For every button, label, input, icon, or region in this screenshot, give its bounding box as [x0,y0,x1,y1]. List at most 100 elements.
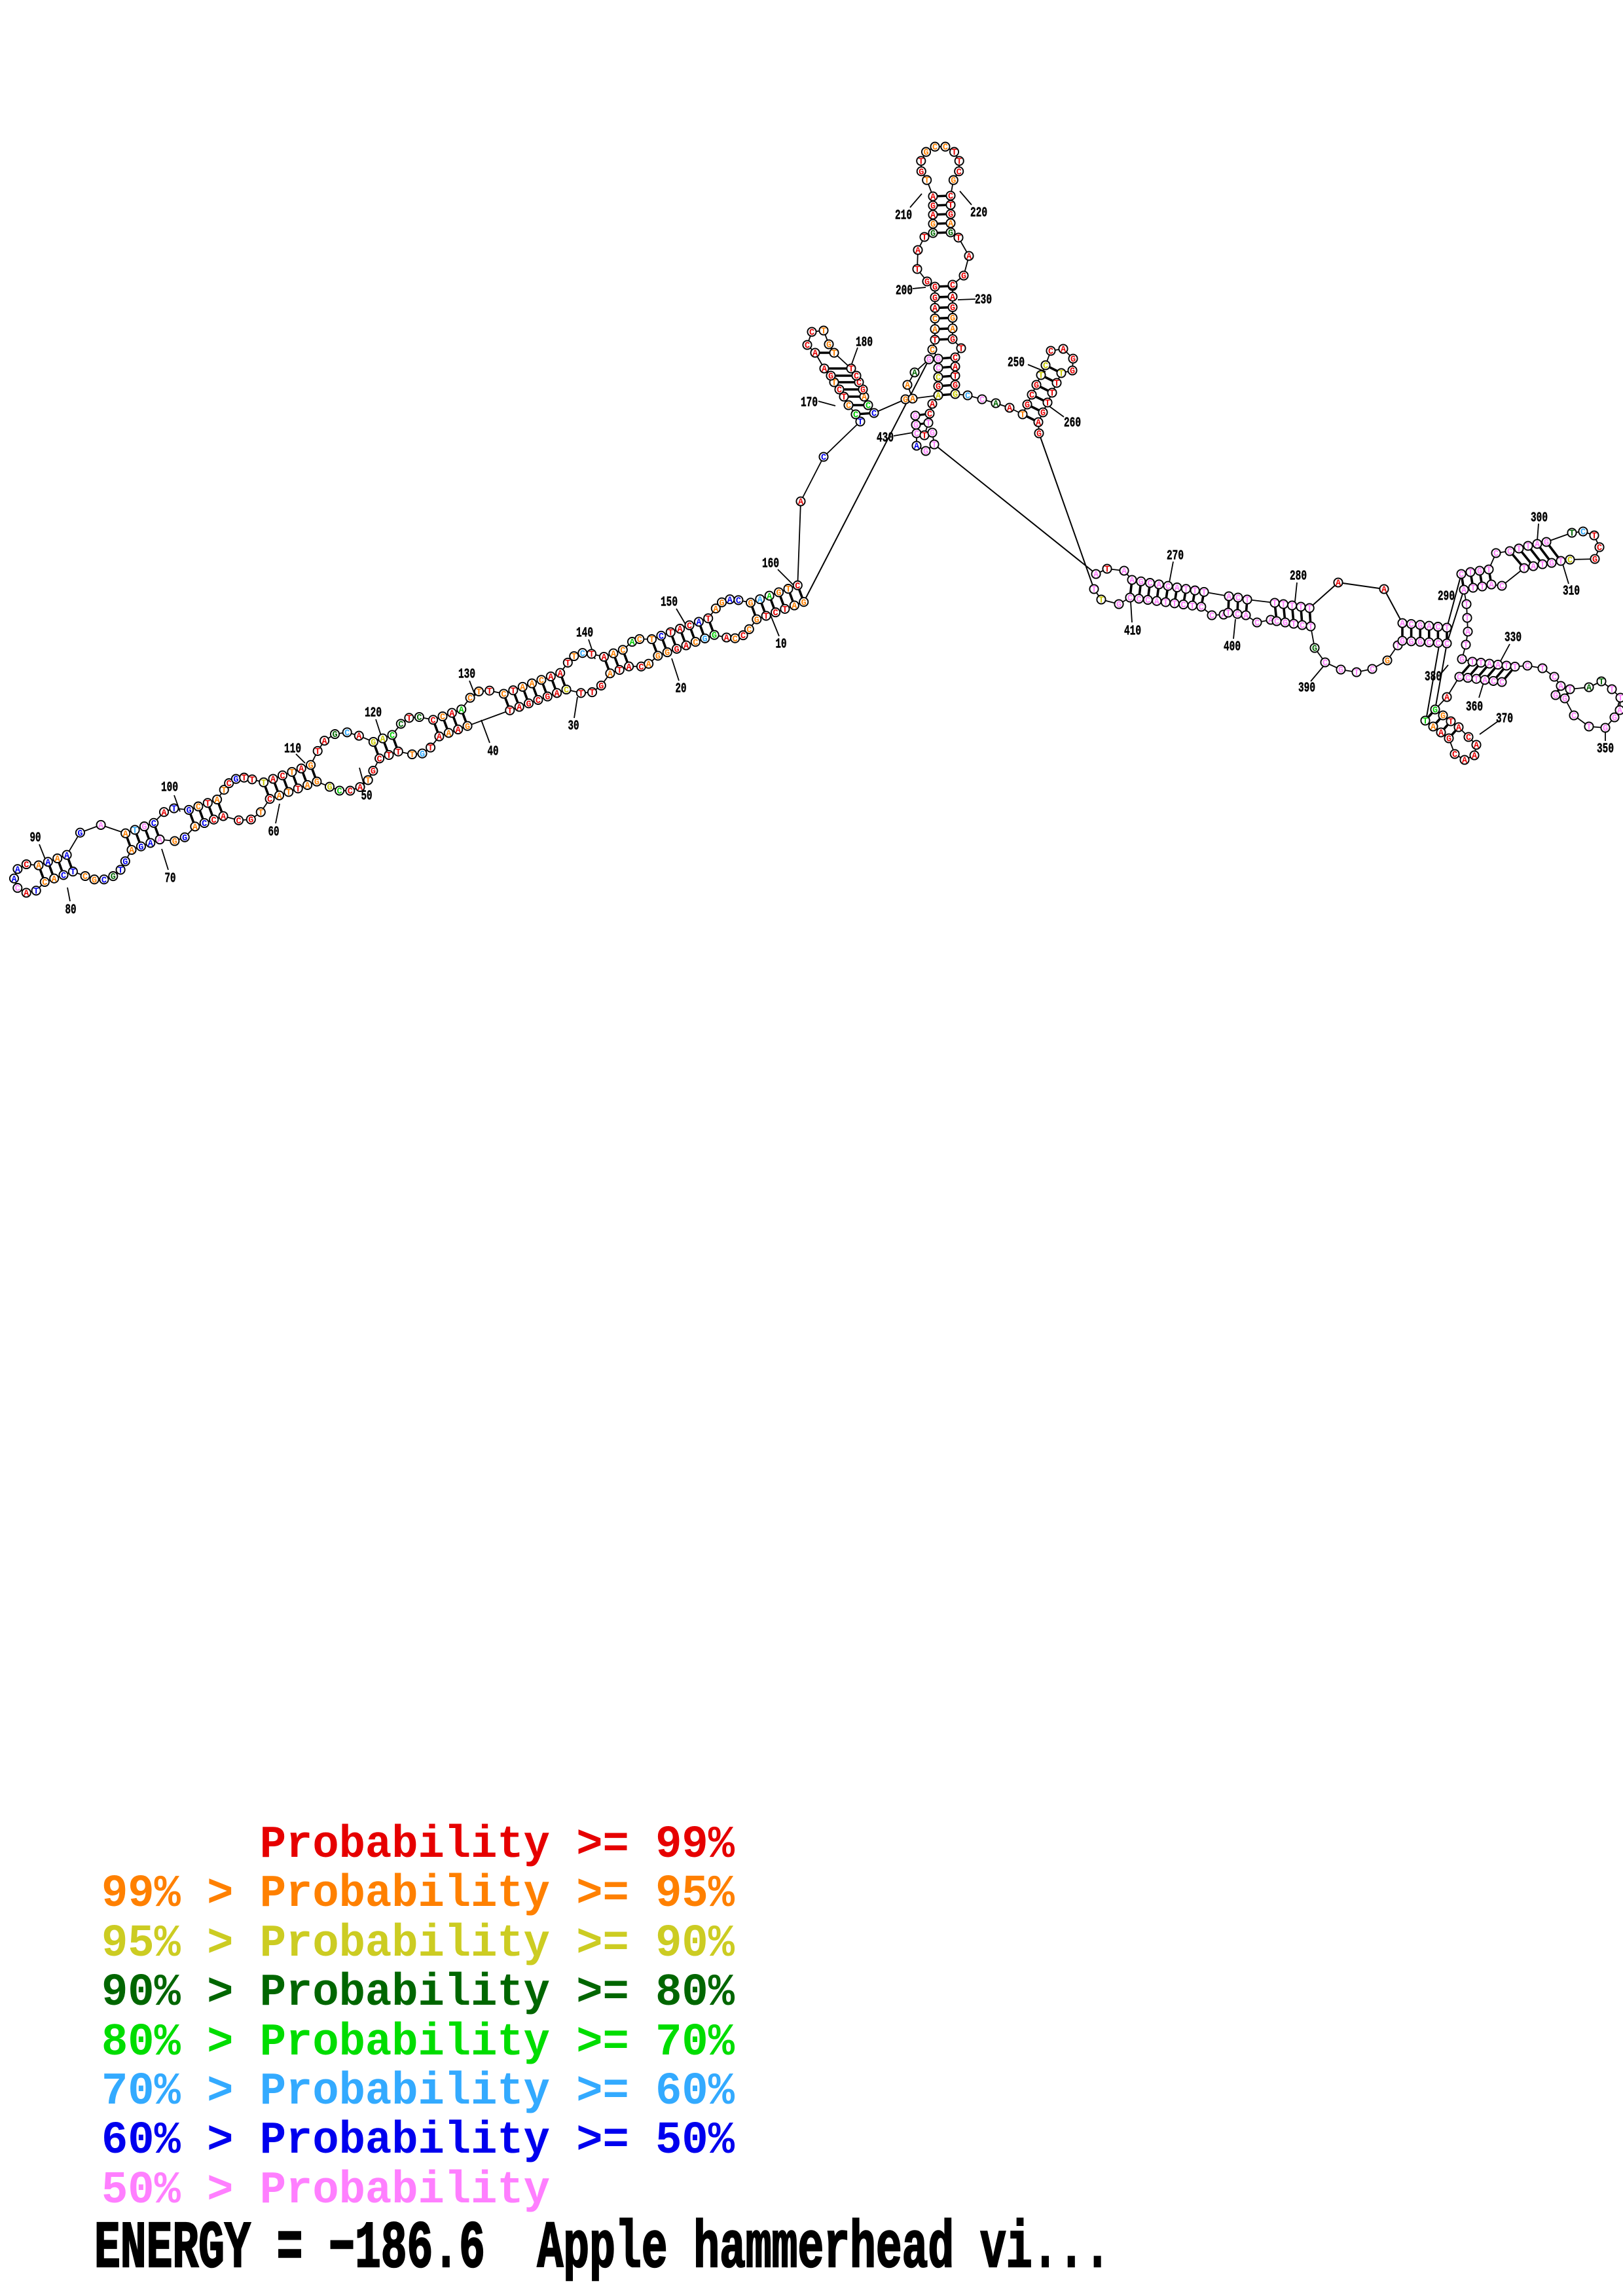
svg-text:A: A [1061,346,1067,355]
svg-text:G: G [420,750,425,760]
svg-text:380: 380 [1425,670,1442,685]
svg-text:T: T [1464,601,1469,611]
svg-text:A: A [1268,617,1274,626]
svg-text:T: T [782,605,788,615]
svg-text:T: T [1172,600,1177,609]
svg-text:G: G [122,858,128,868]
svg-text:G: G [923,448,928,457]
svg-text:170: 170 [801,395,818,411]
svg-text:A: A [724,634,730,644]
svg-text:C: C [930,346,935,356]
svg-text:T: T [915,266,920,276]
svg-text:G: G [308,761,314,771]
svg-text:Probability >= 99%: Probability >= 99% [101,1820,735,1871]
svg-text:A: A [646,660,652,670]
svg-text:G: G [1603,725,1608,734]
svg-text:G: G [598,682,604,692]
svg-text:C: C [61,872,66,882]
svg-text:T: T [428,744,433,754]
svg-text:G: G [314,778,319,788]
svg-text:A: A [1036,419,1042,429]
svg-text:270: 270 [1167,548,1184,564]
svg-text:T: T [617,666,622,676]
svg-text:G: G [828,372,833,382]
svg-text:150: 150 [661,595,678,611]
svg-text:T: T [1512,663,1518,673]
svg-text:C: C [914,430,919,440]
svg-text:360: 360 [1466,700,1483,715]
svg-text:C: C [377,755,382,764]
svg-text:80% > Probability >= 70%: 80% > Probability >= 70% [101,2017,735,2069]
svg-text:390: 390 [1298,681,1315,696]
svg-text:A: A [678,625,684,635]
svg-text:T: T [365,777,371,787]
svg-text:C: C [927,410,932,420]
svg-text:G: G [1070,367,1075,377]
svg-text:A: A [1175,584,1180,594]
svg-text:G: G [801,598,807,608]
svg-text:60% > Probability >= 50%: 60% > Probability >= 50% [101,2115,735,2167]
svg-text:C: C [536,696,541,706]
svg-text:C: C [196,803,201,813]
svg-text:A: A [966,253,972,262]
svg-text:T: T [1592,532,1597,542]
svg-text:A: A [812,350,818,359]
svg-text:C: C [1465,674,1470,684]
svg-text:G: G [1312,645,1317,655]
svg-text:C: C [1552,673,1557,683]
svg-text:C: C [638,663,644,673]
svg-text:A: A [914,442,920,452]
svg-text:C: C [1567,556,1573,566]
svg-text:A: A [1456,724,1462,734]
svg-text:G: G [1036,430,1042,440]
svg-text:T: T [957,158,962,168]
svg-text:C: C [1048,348,1053,357]
svg-text:A: A [950,325,956,334]
svg-text:230: 230 [975,293,992,308]
svg-text:T: T [315,747,320,757]
svg-text:140: 140 [576,626,593,641]
svg-text:A: A [161,808,167,818]
svg-text:T: T [932,441,937,451]
svg-text:C: C [348,787,353,797]
svg-text:280: 280 [1290,569,1307,584]
svg-text:T: T [1281,601,1286,611]
svg-text:A: A [930,193,936,203]
svg-text:G: G [930,221,936,230]
svg-text:C: C [733,635,738,645]
svg-text:T: T [1599,678,1604,688]
svg-text:310: 310 [1563,584,1580,600]
svg-text:A: A [1156,581,1162,591]
svg-text:G: G [1432,706,1438,716]
svg-text:130: 130 [458,667,475,683]
svg-text:G: G [1025,401,1030,411]
svg-text:A: A [215,796,221,806]
svg-text:T: T [295,785,301,795]
svg-text:A: A [449,709,455,719]
svg-text:A: A [912,369,918,379]
svg-text:A: A [993,400,999,410]
svg-text:G: G [545,693,550,703]
svg-text:A: A [520,683,526,693]
svg-text:A: A [932,304,938,314]
svg-text:T: T [1054,380,1059,389]
svg-text:A: A [456,726,462,736]
svg-text:C: C [1370,666,1375,675]
svg-text:A: A [555,689,560,699]
svg-text:T: T [1586,723,1592,733]
svg-text:A: A [1482,676,1488,686]
svg-text:G: G [948,211,953,221]
svg-text:C: C [1466,734,1471,744]
svg-text:A: A [129,846,135,856]
svg-text:G: G [465,723,470,732]
svg-text:G: G [950,314,955,324]
svg-text:T: T [407,714,412,724]
svg-text:C: C [1580,528,1586,538]
svg-text:G: G [526,700,531,709]
svg-text:A: A [192,823,198,833]
svg-text:T: T [1245,596,1250,606]
svg-text:T: T [409,751,414,761]
svg-text:C: C [82,872,88,882]
svg-text:G: G [748,599,753,609]
svg-text:G: G [930,230,936,240]
